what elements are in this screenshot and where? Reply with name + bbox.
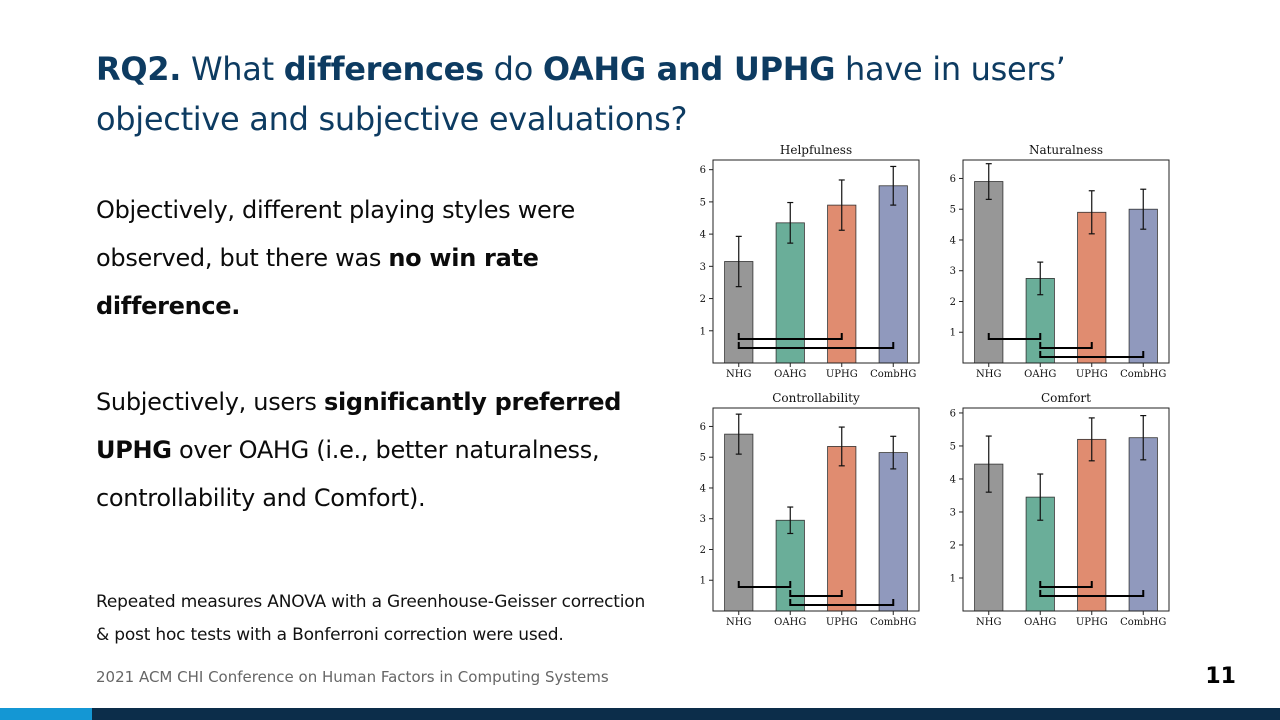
page-number: 11 (1205, 664, 1236, 689)
naturalness-axes-frame (962, 159, 1170, 364)
helpfulness-ytick-label: 3 (700, 262, 706, 273)
naturalness-significance-bracket (987, 333, 1042, 340)
helpfulness-xtick-label-nhg: NHG (726, 369, 751, 380)
helpfulness-xtick-label-uphg: UPHG (826, 369, 858, 380)
naturalness-ytick-label: 6 (950, 174, 956, 185)
controllability-axes-frame (712, 407, 920, 612)
controllability-ytick-label: 3 (700, 514, 706, 525)
controllability-xtick-label-oahg: OAHG (774, 617, 806, 628)
title-part-1: What (181, 50, 284, 88)
naturalness-bar-nhg (974, 181, 1004, 364)
helpfulness-xtick-label-oahg: OAHG (774, 369, 806, 380)
comfort-significance-bracket (1039, 590, 1145, 597)
footer-bar (92, 708, 1280, 720)
title-rq-label: RQ2. (96, 50, 182, 88)
naturalness-xtick-label-uphg: UPHG (1076, 369, 1108, 380)
naturalness-ytick-label: 4 (950, 235, 956, 246)
helpfulness-significance-bracket (737, 342, 895, 349)
controllability-significance-bracket (737, 581, 792, 588)
comfort-xtick-label-nhg: NHG (976, 617, 1001, 628)
controllability-xtick-label-uphg: UPHG (826, 617, 858, 628)
helpfulness-bar-combhg (878, 185, 908, 364)
controllability-ytick-label: 4 (700, 483, 706, 494)
helpfulness-xtick-label-combhg: CombHG (870, 369, 916, 380)
method-note-line-2: & post hoc tests with a Bonferroni corre… (96, 625, 564, 645)
comfort-ytick-label: 5 (950, 441, 956, 452)
comfort-ytick-label: 4 (950, 474, 956, 485)
naturalness-bar-uphg (1077, 211, 1107, 364)
helpfulness-bar-oahg (775, 222, 805, 364)
naturalness-ytick-label: 2 (950, 297, 956, 308)
helpfulness-ytick-label: 1 (700, 326, 706, 337)
comfort-title: Comfort (1041, 391, 1091, 405)
comfort-ytick-label: 3 (950, 507, 956, 518)
comfort-significance-bracket (1039, 581, 1093, 588)
objective-paragraph: Objectively, different playing styles we… (96, 186, 656, 330)
footer-accent-bar (0, 708, 92, 720)
controllability-significance-bracket (789, 599, 895, 606)
naturalness-title: Naturalness (1029, 143, 1103, 157)
helpfulness-ytick-label: 2 (700, 294, 706, 305)
helpfulness-axes-frame (712, 159, 920, 364)
comfort-axes-frame (962, 407, 1170, 612)
controllability-xtick-label-combhg: CombHG (870, 617, 916, 628)
controllability-significance-bracket (789, 590, 843, 597)
helpfulness-ytick-label: 6 (700, 165, 706, 176)
comfort-bar-combhg (1128, 437, 1158, 612)
subjective-bold: significantly preferred UPHG (96, 388, 622, 464)
title-bold-differences: differences (283, 50, 484, 88)
comfort-xtick-label-uphg: UPHG (1076, 617, 1108, 628)
naturalness-significance-bracket (1039, 342, 1093, 349)
helpfulness-title: Helpfulness (780, 143, 852, 157)
objective-text: Objectively, different playing styles we… (96, 196, 575, 272)
comfort-chart: Comfort 1 2 3 4 5 6 NHG OAHG UPHG CombHG (950, 391, 1170, 628)
conference-footer: 2021 ACM CHI Conference on Human Factors… (96, 668, 609, 686)
method-note: Repeated measures ANOVA with a Greenhous… (96, 586, 696, 652)
naturalness-chart: Naturalness 1 2 3 4 5 6 NHG OAHG UPHG CombHG (950, 143, 1170, 380)
controllability-ytick-label: 6 (700, 422, 706, 433)
comfort-xtick-label-oahg: OAHG (1024, 617, 1056, 628)
helpfulness-significance-bracket (737, 333, 843, 340)
comfort-xtick-label-combhg: CombHG (1120, 617, 1166, 628)
helpfulness-chart: Helpfulness 1 2 3 4 5 6 NHG OAHG UPHG CombHG (700, 143, 920, 380)
controllability-chart: Controllability 1 2 3 4 5 6 NHG OAHG UPHG CombHG (700, 391, 920, 628)
title-bold-methods: OAHG and UPHG (542, 50, 836, 88)
naturalness-ytick-label: 3 (950, 266, 956, 277)
naturalness-xtick-label-oahg: OAHG (1024, 369, 1056, 380)
helpfulness-ytick-label: 5 (700, 197, 706, 208)
controllability-ytick-label: 5 (700, 453, 706, 464)
naturalness-xtick-label-nhg: NHG (976, 369, 1001, 380)
helpfulness-ytick-label: 4 (700, 230, 706, 241)
subjective-text: Subjectively, users (96, 388, 324, 416)
method-note-line-1: Repeated measures ANOVA with a Greenhous… (96, 592, 646, 612)
controllability-xtick-label-nhg: NHG (726, 617, 751, 628)
naturalness-xtick-label-combhg: CombHG (1120, 369, 1166, 380)
objective-bold: no win rate difference. (96, 244, 539, 320)
naturalness-bar-combhg (1128, 208, 1158, 364)
controllability-ytick-label: 1 (700, 576, 706, 587)
title-part-2: do (483, 50, 543, 88)
controllability-title: Controllability (772, 391, 860, 405)
naturalness-ytick-label: 1 (950, 328, 956, 339)
comfort-ytick-label: 6 (950, 408, 956, 419)
subjective-rest: over OAHG (i.e., better naturalness, con… (96, 436, 600, 512)
title-part-3: have in users’ objective and subjective … (96, 50, 1066, 138)
comfort-ytick-label: 2 (950, 540, 956, 551)
controllability-bar-uphg (827, 446, 857, 612)
subjective-paragraph: Subjectively, users significantly prefer… (96, 378, 656, 522)
controllability-bar-combhg (878, 452, 908, 612)
controllability-ytick-label: 2 (700, 545, 706, 556)
naturalness-ytick-label: 5 (950, 205, 956, 216)
comfort-ytick-label: 1 (950, 573, 956, 584)
slide-title: RQ2. What differences do OAHG and UPHG h… (96, 44, 1216, 144)
naturalness-significance-bracket (1039, 351, 1145, 358)
